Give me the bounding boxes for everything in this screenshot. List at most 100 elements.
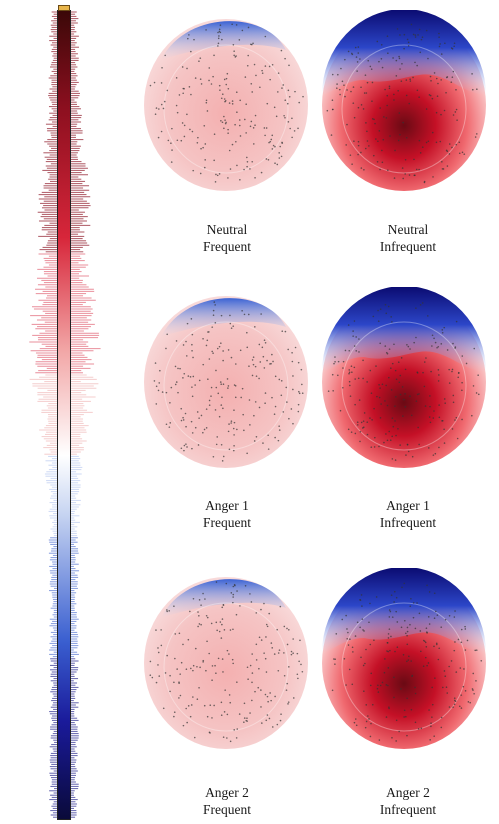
electrode-dot: [203, 704, 206, 707]
electrode-dot: [393, 93, 395, 96]
electrode-dot: [423, 180, 426, 183]
electrode-dot: [342, 386, 344, 389]
electrode-dot: [234, 123, 236, 126]
electrode-dot: [155, 403, 158, 405]
electrode-dot: [229, 168, 232, 170]
electrode-dot: [420, 650, 422, 653]
electrode-dot: [451, 428, 454, 430]
electrode-dot: [391, 321, 393, 323]
electrode-dot: [272, 144, 275, 147]
electrode-dot: [232, 427, 235, 430]
electrode-dot: [225, 77, 228, 80]
electrode-dot: [188, 34, 190, 36]
electrode-dot: [266, 359, 268, 362]
electrode-dot: [415, 168, 418, 171]
electrode-dot: [229, 314, 231, 317]
electrode-dot: [274, 375, 277, 378]
electrode-dot: [287, 348, 289, 351]
electrode-dot: [371, 703, 374, 706]
electrode-dot: [456, 119, 458, 121]
electrode-dot: [398, 57, 401, 60]
electrode-dot: [331, 689, 334, 692]
electrode-dot: [373, 118, 375, 121]
electrode-dot: [190, 50, 192, 53]
electrode-dot: [186, 322, 189, 325]
electrode-dot: [261, 722, 263, 724]
electrode-dot: [260, 689, 262, 691]
electrode-dot: [376, 160, 379, 163]
electrode-dot: [212, 455, 215, 458]
electrode-dot: [177, 367, 179, 370]
electrode-dot: [185, 707, 187, 710]
electrode-dot: [394, 369, 397, 372]
electrode-dot: [359, 598, 361, 601]
electrode-dot: [439, 140, 442, 143]
electrode-dot: [232, 601, 234, 604]
electrode-dot: [346, 89, 348, 91]
electrode-dot: [223, 78, 226, 81]
electrode-dot: [440, 343, 443, 345]
negative-region: [161, 21, 286, 60]
electrode-dot: [349, 395, 352, 397]
electrode-dot: [170, 142, 172, 145]
electrode-dot: [189, 610, 191, 613]
electrode-dot: [448, 665, 450, 668]
electrode-dot: [379, 684, 382, 687]
electrode-dot: [473, 692, 475, 695]
negative-region: [322, 568, 486, 653]
electrode-dot: [182, 416, 184, 419]
electrode-dot: [293, 130, 296, 132]
electrode-dot: [206, 616, 209, 619]
electrode-dot: [162, 107, 165, 110]
electrode-dot: [407, 659, 410, 661]
electrode-dot: [297, 410, 300, 413]
electrode-dot: [443, 670, 446, 672]
electrode-dot: [360, 86, 362, 89]
electrode-dot: [155, 385, 158, 388]
electrode-dot: [245, 719, 248, 722]
electrode-dot: [301, 392, 304, 395]
electrode-dot: [366, 130, 368, 133]
electrode-dot: [364, 662, 366, 665]
electrode-dot: [278, 429, 281, 431]
electrode-dot: [388, 707, 390, 710]
electrode-dot: [409, 395, 411, 397]
electrode-dot: [408, 102, 411, 105]
electrode-dot: [199, 78, 202, 80]
electrode-dot: [292, 375, 294, 377]
electrode-dot: [334, 356, 336, 358]
electrode-dot: [448, 153, 451, 155]
electrode-dot: [385, 351, 388, 354]
electrode-dot: [379, 308, 382, 310]
electrode-dot: [221, 121, 224, 124]
electrode-dot: [215, 672, 217, 675]
electrode-dot: [451, 368, 454, 371]
electrode-dot: [363, 168, 365, 171]
electrode-dot: [214, 664, 216, 667]
electrode-dot: [213, 54, 215, 57]
label-line2: Frequent: [203, 515, 251, 530]
electrode-dot: [411, 455, 414, 458]
electrode-dot: [348, 380, 351, 383]
electrode-dot: [243, 721, 245, 724]
electrode-dot: [235, 91, 238, 93]
electrode-dot: [186, 721, 188, 724]
electrode-dot: [238, 119, 241, 121]
electrode-dot: [411, 674, 414, 677]
electrode-dot: [408, 655, 410, 658]
electrode-dot: [169, 401, 171, 404]
electrode-dot: [384, 400, 386, 402]
electrode-dot: [299, 639, 301, 642]
electrode-dot: [438, 374, 440, 376]
electrode-dot: [426, 632, 428, 634]
electrode-dot: [393, 696, 395, 699]
electrode-dot: [405, 136, 408, 139]
electrode-dot: [362, 420, 365, 422]
electrode-dot: [218, 345, 221, 348]
electrode-dot: [427, 662, 430, 664]
electrode-dot: [301, 670, 304, 673]
electrode-dot: [378, 383, 380, 386]
electrode-dot: [288, 95, 291, 98]
electrode-dot: [393, 177, 396, 179]
colorbar: [0, 0, 130, 824]
